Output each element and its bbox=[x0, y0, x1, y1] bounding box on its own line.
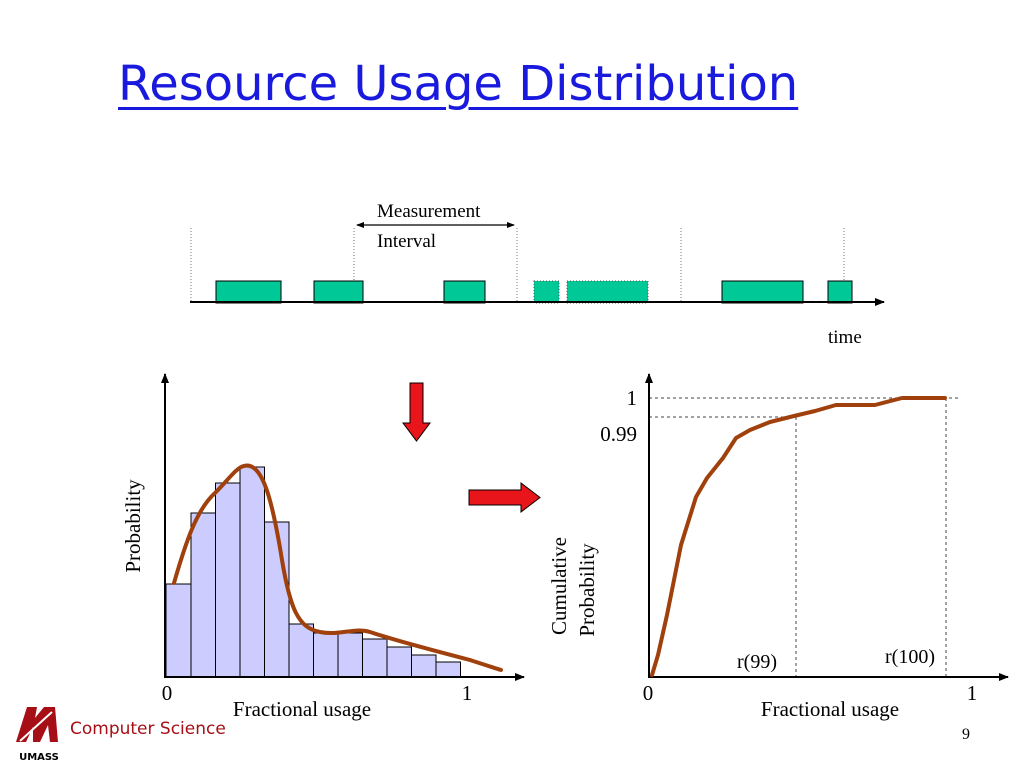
activity-bar bbox=[721, 280, 804, 304]
activity-bar bbox=[313, 280, 364, 304]
histogram-bar bbox=[313, 632, 339, 678]
histogram-bar bbox=[215, 482, 241, 678]
cdf-y-top: 1 bbox=[627, 386, 638, 410]
cdf-r99-label: r(99) bbox=[737, 651, 777, 673]
umass-logo: UMASS bbox=[14, 705, 64, 763]
histogram-x-min: 0 bbox=[162, 681, 173, 705]
cdf-chart: Cumulative Probability 1 0.99 r(99) r(10… bbox=[547, 373, 1009, 721]
histogram-x-label: Fractional usage bbox=[233, 697, 371, 721]
cdf-r100-label: r(100) bbox=[885, 646, 935, 668]
histogram-x-max: 1 bbox=[462, 681, 473, 705]
activity-bars bbox=[215, 280, 853, 304]
cdf-y-label-line2: Probability bbox=[575, 543, 599, 637]
activity-bars-dotted bbox=[533, 280, 649, 304]
activity-bar bbox=[215, 280, 282, 304]
histogram-bar bbox=[386, 646, 412, 678]
interval-label: Interval bbox=[377, 231, 436, 252]
histogram-bar bbox=[337, 632, 363, 678]
histogram-bars bbox=[165, 466, 461, 678]
histogram-bar bbox=[165, 583, 192, 678]
histogram-density-curve bbox=[172, 463, 503, 672]
footer-label: Computer Science bbox=[70, 719, 226, 739]
cdf-curve bbox=[650, 396, 947, 677]
cdf-x-min: 0 bbox=[643, 681, 654, 705]
cdf-x-max: 1 bbox=[967, 681, 978, 705]
measurement-label: Measurement bbox=[377, 201, 481, 222]
histogram-chart: Probability Fractional usage 0 1 bbox=[121, 373, 525, 721]
cdf-y-099: 0.99 bbox=[600, 422, 637, 446]
slide-title: Resource Usage Distribution bbox=[118, 56, 799, 112]
timeline: Measurement Interval time bbox=[190, 201, 885, 348]
histogram-bar bbox=[362, 638, 388, 678]
activity-bar bbox=[827, 280, 853, 304]
activity-bar bbox=[566, 280, 649, 304]
histogram-bar bbox=[264, 521, 290, 678]
histogram-bar bbox=[239, 466, 265, 678]
page-number: 9 bbox=[962, 726, 970, 743]
cdf-y-label-line1: Cumulative bbox=[547, 537, 571, 635]
activity-bar bbox=[533, 280, 560, 304]
right-arrow bbox=[468, 481, 541, 514]
histogram-bar bbox=[190, 512, 216, 678]
down-arrow bbox=[402, 382, 431, 442]
logo-text: UMASS bbox=[19, 752, 59, 763]
timeline-guides bbox=[190, 228, 845, 302]
histogram-bar bbox=[411, 654, 437, 678]
cdf-x-label: Fractional usage bbox=[761, 697, 899, 721]
histogram-bar bbox=[435, 661, 461, 678]
histogram-y-label: Probability bbox=[121, 479, 145, 573]
activity-bar bbox=[443, 280, 486, 304]
time-axis-label: time bbox=[828, 327, 862, 348]
histogram-bar bbox=[288, 623, 314, 678]
